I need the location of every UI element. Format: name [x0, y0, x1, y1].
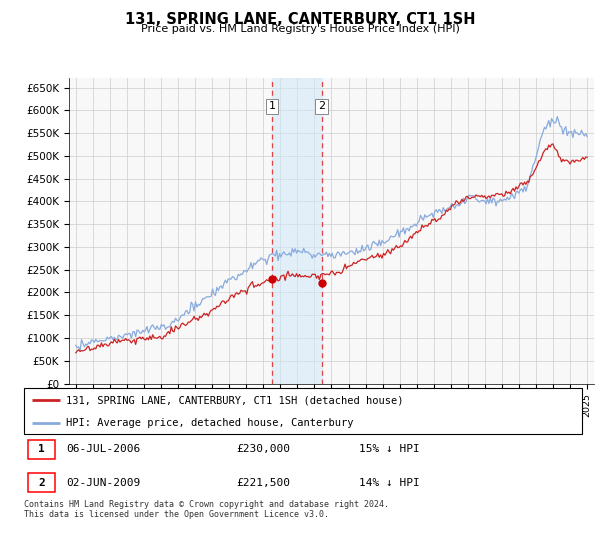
Text: Price paid vs. HM Land Registry's House Price Index (HPI): Price paid vs. HM Land Registry's House … — [140, 24, 460, 34]
Text: 02-JUN-2009: 02-JUN-2009 — [66, 478, 140, 488]
Bar — [28, 473, 55, 492]
Text: 2: 2 — [38, 478, 45, 488]
Text: 131, SPRING LANE, CANTERBURY, CT1 1SH: 131, SPRING LANE, CANTERBURY, CT1 1SH — [125, 12, 475, 27]
Text: 06-JUL-2006: 06-JUL-2006 — [66, 444, 140, 454]
Text: 131, SPRING LANE, CANTERBURY, CT1 1SH (detached house): 131, SPRING LANE, CANTERBURY, CT1 1SH (d… — [66, 395, 403, 405]
Text: Contains HM Land Registry data © Crown copyright and database right 2024.
This d: Contains HM Land Registry data © Crown c… — [24, 500, 389, 519]
Text: HPI: Average price, detached house, Canterbury: HPI: Average price, detached house, Cant… — [66, 418, 353, 427]
Text: 2: 2 — [318, 101, 325, 111]
Text: 15% ↓ HPI: 15% ↓ HPI — [359, 444, 419, 454]
Bar — [272, 78, 322, 384]
Text: £221,500: £221,500 — [236, 478, 290, 488]
Bar — [28, 440, 55, 459]
Text: 1: 1 — [38, 444, 45, 454]
Text: 1: 1 — [268, 101, 275, 111]
Text: 14% ↓ HPI: 14% ↓ HPI — [359, 478, 419, 488]
Text: £230,000: £230,000 — [236, 444, 290, 454]
